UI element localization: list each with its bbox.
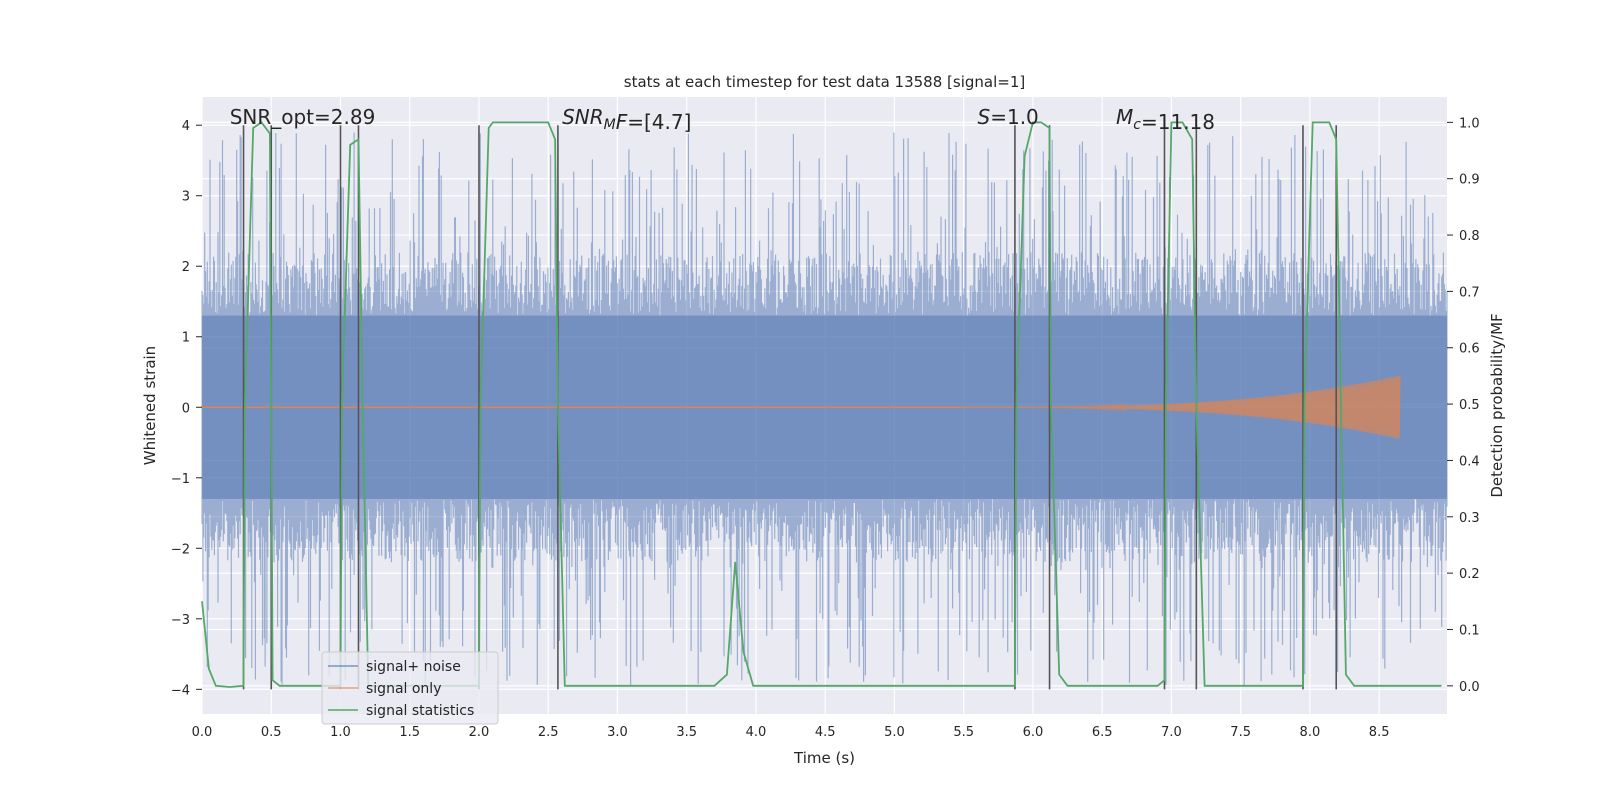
- legend-label-signal-only: signal only: [366, 681, 441, 697]
- y-right-axis-label: Detection probability/MF: [1488, 313, 1506, 497]
- y-left-axis-ticks: 4 3 2 1 0 −1 −2 −3 −4: [171, 119, 202, 698]
- y-left-tick-label: −2: [171, 542, 190, 557]
- x-tick-label: 0.5: [261, 725, 282, 740]
- y-right-tick-label: 0.6: [1459, 342, 1480, 357]
- y-left-axis-label: Whitened strain: [141, 346, 159, 465]
- y-right-axis-ticks: 1.0 0.9 0.8 0.7 0.6 0.5 0.4 0.3 0.2 0.1 0.0: [1447, 116, 1480, 695]
- y-left-tick-label: 3: [182, 190, 190, 205]
- x-tick-label: 5.5: [953, 725, 974, 740]
- x-tick-label: 8.0: [1300, 725, 1321, 740]
- y-left-tick-label: −1: [171, 472, 190, 487]
- x-tick-label: 6.0: [1023, 725, 1044, 740]
- x-tick-label: 3.0: [607, 725, 628, 740]
- y-left-tick-label: 0: [182, 401, 190, 416]
- y-left-tick-label: 4: [182, 119, 190, 134]
- x-tick-label: 3.5: [676, 725, 697, 740]
- chart-title: stats at each timestep for test data 135…: [624, 73, 1025, 91]
- signal-statistics-line: [201, 121, 1442, 688]
- signal-only-chirp: [963, 375, 1401, 439]
- y-right-tick-label: 0.0: [1459, 680, 1480, 695]
- y-left-tick-label: 1: [182, 331, 190, 346]
- y-left-tick-label: −4: [171, 683, 190, 698]
- x-tick-label: 4.5: [815, 725, 836, 740]
- x-tick-label: 7.0: [1161, 725, 1182, 740]
- x-tick-label: 2.5: [538, 725, 559, 740]
- annotation-text: SNR_opt=2.89: [230, 105, 376, 129]
- x-tick-label: 5.0: [884, 725, 905, 740]
- y-right-tick-label: 0.4: [1459, 454, 1480, 469]
- y-right-tick-label: 0.1: [1459, 623, 1480, 638]
- y-right-tick-label: 0.3: [1459, 511, 1480, 526]
- y-right-tick-label: 0.7: [1459, 285, 1480, 300]
- y-right-tick-label: 0.8: [1459, 229, 1480, 244]
- x-tick-label: 0.0: [192, 725, 213, 740]
- x-tick-label: 1.0: [330, 725, 351, 740]
- x-tick-label: 1.5: [399, 725, 420, 740]
- x-tick-label: 2.0: [469, 725, 490, 740]
- x-tick-label: 8.5: [1369, 725, 1390, 740]
- legend-label-signal-noise: signal+ noise: [366, 659, 461, 675]
- x-tick-label: 6.5: [1092, 725, 1113, 740]
- annotations: SNR_opt=2.89 SNRMF=[4.7] S=1.0 Mc=11.18: [230, 105, 1215, 134]
- y-right-tick-label: 0.2: [1459, 567, 1480, 582]
- y-right-tick-label: 1.0: [1459, 116, 1480, 131]
- series-signal-only: [202, 375, 1401, 439]
- y-left-tick-label: 2: [182, 260, 190, 275]
- annotation-text: S=1.0: [978, 105, 1039, 129]
- legend: signal+ noise signal only signal statist…: [321, 651, 499, 725]
- x-tick-label: 7.5: [1230, 725, 1251, 740]
- legend-label-signal-statistics: signal statistics: [366, 703, 474, 719]
- y-right-tick-label: 0.9: [1459, 173, 1480, 188]
- annotation-text: SNRMF=[4.7]: [562, 105, 691, 134]
- x-axis-label: Time (s): [793, 749, 855, 767]
- x-tick-label: 4.0: [746, 725, 767, 740]
- annotation-text: Mc=11.18: [1116, 105, 1215, 134]
- y-right-tick-label: 0.5: [1459, 398, 1480, 413]
- x-axis-ticks: 0.0 0.5 1.0 1.5 2.0 2.5 3.0 3.5 4.0 4.5 5.0 5.5 6.0 6…: [192, 725, 1390, 740]
- series-signal-statistics: [201, 121, 1442, 688]
- y-left-tick-label: −3: [171, 613, 190, 628]
- legend-box: [321, 651, 499, 725]
